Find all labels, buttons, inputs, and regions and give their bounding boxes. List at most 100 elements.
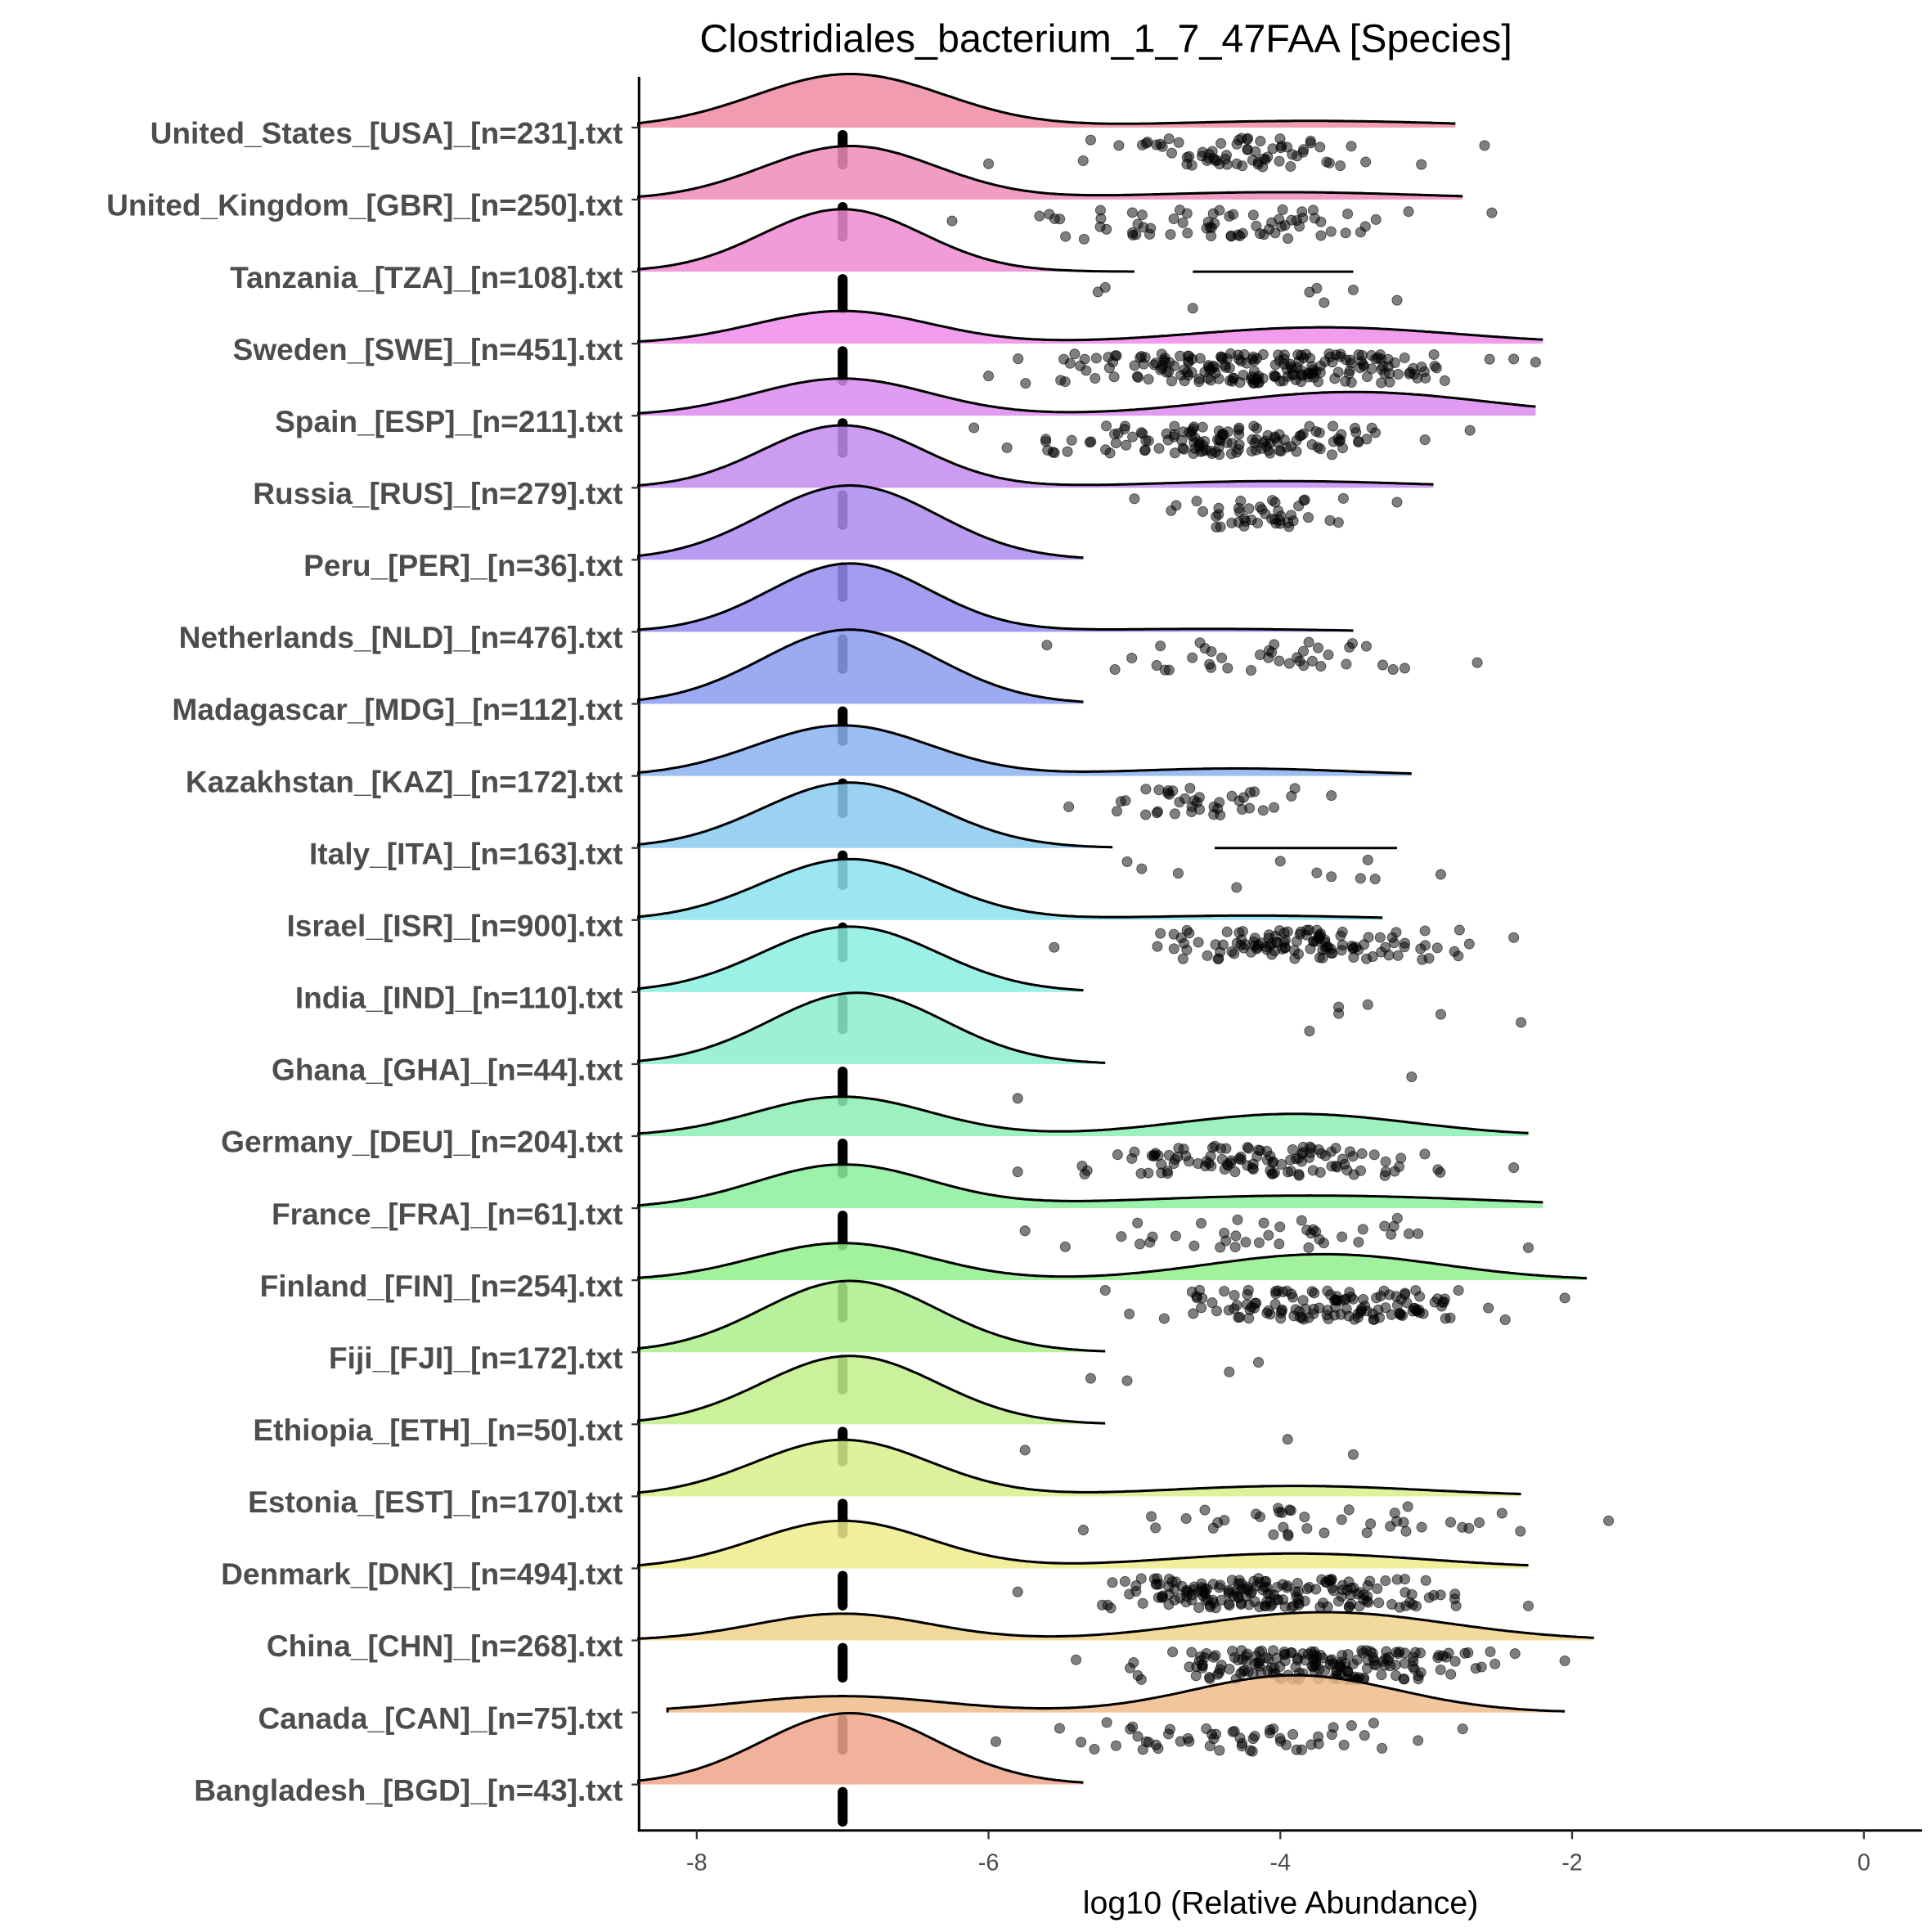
data-point [1268, 1589, 1279, 1601]
data-point [1134, 1238, 1146, 1250]
data-point [1366, 422, 1377, 434]
data-point [1183, 357, 1194, 368]
y-tick-label: Bangladesh_[BGD]_[n=43].txt [194, 1772, 622, 1807]
data-point [1135, 1674, 1147, 1685]
density-ridge [638, 146, 1463, 200]
data-point [1251, 375, 1262, 386]
data-point [1090, 372, 1101, 384]
data-point [1271, 1652, 1283, 1664]
data-point [1140, 784, 1152, 795]
data-point [1246, 1301, 1257, 1313]
data-point [1205, 375, 1216, 386]
data-point [1199, 643, 1211, 654]
data-point [1170, 500, 1182, 511]
density-ridge [638, 859, 1383, 920]
data-point [1226, 790, 1238, 802]
data-point [1265, 1601, 1276, 1612]
data-point [1261, 1307, 1273, 1319]
data-point [1263, 223, 1274, 235]
data-point [1333, 1596, 1345, 1607]
data-point [1126, 1152, 1138, 1164]
density-ridge [638, 992, 1106, 1064]
data-point [1353, 1237, 1364, 1248]
ridge-row [636, 377, 1536, 461]
x-axis-title: log10 (Relative Abundance) [1083, 1885, 1479, 1921]
data-point [1211, 1305, 1223, 1317]
data-point [1559, 1292, 1570, 1304]
data-point [1413, 1735, 1424, 1746]
data-point [1394, 1307, 1405, 1319]
data-point [1034, 210, 1045, 222]
data-point [1084, 437, 1095, 448]
data-point [1148, 1149, 1160, 1161]
data-point [1269, 496, 1281, 508]
data-point [1269, 431, 1280, 443]
data-point [1296, 1156, 1307, 1167]
data-point [1295, 926, 1306, 937]
data-point [1139, 445, 1151, 456]
data-point [1274, 1221, 1286, 1233]
data-point [1054, 1723, 1065, 1734]
data-point [1336, 1514, 1347, 1525]
data-point [1206, 230, 1217, 242]
ridge-row [636, 1355, 1359, 1467]
data-point [1380, 941, 1391, 953]
data-point [946, 215, 958, 227]
data-point [1303, 1242, 1314, 1253]
data-point [1269, 802, 1280, 813]
data-point [1464, 425, 1476, 436]
data-point [1168, 1158, 1179, 1170]
data-point [1059, 376, 1071, 388]
data-point [1184, 783, 1196, 794]
ridge-row [636, 208, 1403, 314]
data-point [1183, 370, 1194, 381]
data-point [1307, 1165, 1319, 1176]
data-point [1411, 1305, 1422, 1317]
density-outline [636, 1242, 1587, 1281]
data-point [1175, 932, 1187, 944]
data-point [1126, 207, 1138, 218]
data-point [1113, 140, 1125, 151]
data-point [1223, 1305, 1234, 1316]
data-point [1257, 348, 1269, 360]
y-tick-label: India_[IND]_[n=110].txt [295, 981, 623, 1015]
data-point [1419, 925, 1431, 937]
data-point [1377, 1742, 1388, 1754]
ridge-row [636, 781, 1446, 893]
data-point [1097, 1599, 1108, 1611]
density-ridge [638, 629, 1084, 704]
data-point [1227, 1726, 1238, 1737]
density-ridge [638, 1164, 1543, 1209]
data-point [1228, 373, 1239, 384]
data-point [1124, 1588, 1135, 1600]
ridge-row [666, 1674, 1566, 1757]
data-point [1263, 645, 1274, 656]
data-point [1085, 1373, 1096, 1384]
data-point [1202, 950, 1213, 961]
data-point [1162, 1168, 1174, 1179]
data-point [1175, 1736, 1186, 1747]
data-point [1173, 1143, 1184, 1154]
data-point [1400, 937, 1411, 949]
data-point [1242, 1289, 1253, 1301]
data-point [1391, 496, 1403, 508]
data-point [1188, 421, 1200, 433]
data-point [1103, 362, 1115, 374]
data-point [1362, 999, 1373, 1010]
data-point [1181, 944, 1193, 955]
data-point [1508, 932, 1520, 943]
data-point [1347, 1293, 1359, 1305]
data-point [1165, 229, 1176, 240]
data-point [1238, 513, 1250, 524]
data-point [1399, 663, 1410, 674]
data-point [1119, 1575, 1130, 1587]
data-point [1231, 158, 1242, 169]
data-point [1211, 521, 1222, 532]
data-point [1485, 1646, 1496, 1657]
data-point [1167, 1647, 1179, 1658]
data-point [1013, 353, 1024, 365]
data-point [1136, 209, 1148, 221]
data-point [1420, 1575, 1431, 1586]
data-point [1347, 1151, 1359, 1162]
chart-title: Clostridiales_bacterium_1_7_47FAA [Speci… [699, 17, 1512, 61]
